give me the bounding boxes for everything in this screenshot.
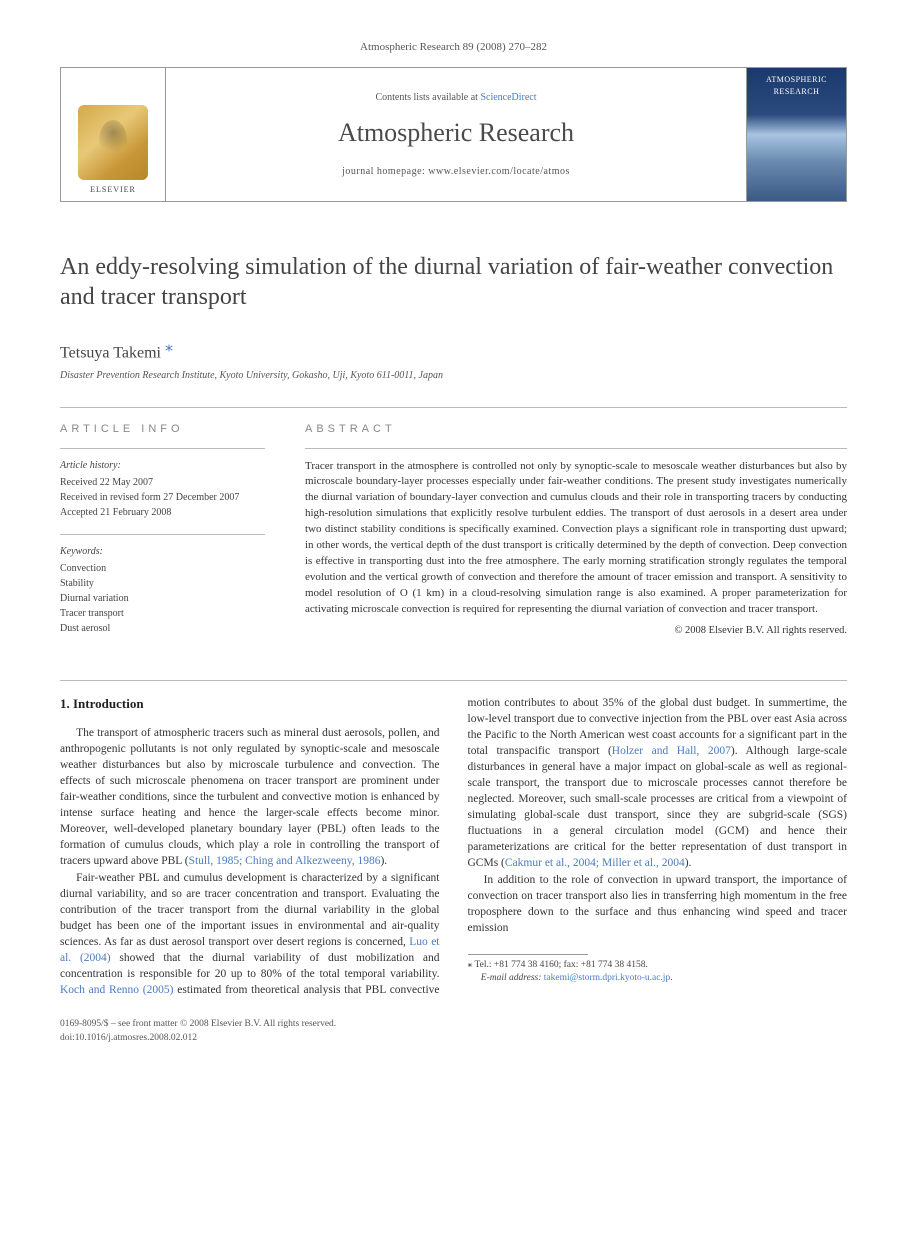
contents-available-line: Contents lists available at ScienceDirec… bbox=[375, 91, 536, 105]
divider bbox=[60, 534, 265, 535]
keywords-label: Keywords: bbox=[60, 545, 265, 559]
footer-doi: doi:10.1016/j.atmosres.2008.02.012 bbox=[60, 1032, 847, 1045]
article-title: An eddy-resolving simulation of the diur… bbox=[60, 252, 847, 312]
corresponding-footnote: ⁎ Tel.: +81 774 38 4160; fax: +81 774 38… bbox=[468, 959, 848, 972]
text-run: ). bbox=[380, 855, 387, 867]
text-run: showed that the diurnal variability of d… bbox=[60, 952, 440, 980]
text-run: ). Although large-scale disturbances in … bbox=[468, 745, 848, 870]
footnote-tel: Tel.: +81 774 38 4160; fax: +81 774 38 4… bbox=[474, 960, 647, 970]
footnote-separator bbox=[468, 954, 588, 955]
abstract-copyright: © 2008 Elsevier B.V. All rights reserved… bbox=[305, 624, 847, 639]
journal-title: Atmospheric Research bbox=[338, 115, 574, 151]
divider bbox=[305, 448, 847, 449]
history-line: Received in revised form 27 December 200… bbox=[60, 490, 265, 505]
citation-link[interactable]: Stull, 1985; Ching and Alkezweeny, 1986 bbox=[189, 855, 381, 867]
cover-title: ATMOSPHERIC RESEARCH bbox=[747, 74, 846, 96]
article-history-block: Article history: Received 22 May 2007 Re… bbox=[60, 459, 265, 520]
keyword: Stability bbox=[60, 576, 265, 591]
article-info-heading: ARTICLE INFO bbox=[60, 422, 265, 437]
author-line: Tetsuya Takemi ⁎ bbox=[60, 336, 847, 365]
publisher-logo-block: ELSEVIER bbox=[61, 68, 166, 201]
keyword: Convection bbox=[60, 561, 265, 576]
keyword: Dust aerosol bbox=[60, 621, 265, 636]
corresponding-author-mark-icon: ⁎ bbox=[165, 338, 173, 355]
info-abstract-row: ARTICLE INFO Article history: Received 2… bbox=[60, 422, 847, 649]
text-run: The transport of atmospheric tracers suc… bbox=[60, 727, 440, 868]
history-line: Accepted 21 February 2008 bbox=[60, 505, 265, 520]
history-line: Received 22 May 2007 bbox=[60, 475, 265, 490]
history-label: Article history: bbox=[60, 459, 265, 473]
abstract-column: ABSTRACT Tracer transport in the atmosph… bbox=[305, 422, 847, 649]
affiliation: Disaster Prevention Research Institute, … bbox=[60, 369, 847, 383]
article-info-column: ARTICLE INFO Article history: Received 2… bbox=[60, 422, 265, 649]
section-heading: 1. Introduction bbox=[60, 695, 440, 713]
journal-homepage-line: journal homepage: www.elsevier.com/locat… bbox=[342, 165, 570, 179]
page-footer: 0169-8095/$ – see front matter © 2008 El… bbox=[60, 1018, 847, 1045]
paragraph: In addition to the role of convection in… bbox=[468, 872, 848, 936]
text-run: . bbox=[670, 973, 672, 983]
sciencedirect-link[interactable]: ScienceDirect bbox=[480, 92, 536, 103]
citation-link[interactable]: Cakmur et al., 2004; Miller et al., 2004 bbox=[505, 857, 685, 869]
elsevier-tree-icon bbox=[78, 105, 148, 180]
journal-reference: Atmospheric Research 89 (2008) 270–282 bbox=[60, 40, 847, 55]
email-link[interactable]: takemi@storm.dpri.kyoto-u.ac.jp bbox=[544, 973, 670, 983]
keyword: Tracer transport bbox=[60, 606, 265, 621]
text-run: ). bbox=[685, 857, 692, 869]
paragraph: The transport of atmospheric tracers suc… bbox=[60, 725, 440, 870]
abstract-text: Tracer transport in the atmosphere is co… bbox=[305, 459, 847, 618]
citation-link[interactable]: Holzer and Hall, 2007 bbox=[612, 745, 731, 757]
publisher-name: ELSEVIER bbox=[90, 184, 136, 195]
text-run: In addition to the role of convection in… bbox=[468, 874, 848, 934]
journal-masthead: ELSEVIER Contents lists available at Sci… bbox=[60, 67, 847, 202]
author-name: Tetsuya Takemi bbox=[60, 345, 161, 362]
footer-front-matter: 0169-8095/$ – see front matter © 2008 El… bbox=[60, 1018, 847, 1031]
footnote-mark-icon: ⁎ bbox=[468, 960, 473, 970]
abstract-heading: ABSTRACT bbox=[305, 422, 847, 437]
contents-prefix: Contents lists available at bbox=[375, 92, 480, 103]
masthead-center: Contents lists available at ScienceDirec… bbox=[166, 68, 746, 201]
text-run: Fair-weather PBL and cumulus development… bbox=[60, 872, 440, 948]
keyword: Diurnal variation bbox=[60, 591, 265, 606]
keywords-block: Keywords: Convection Stability Diurnal v… bbox=[60, 545, 265, 636]
email-label: E-mail address: bbox=[481, 973, 542, 983]
divider bbox=[60, 448, 265, 449]
citation-link[interactable]: Koch and Renno (2005) bbox=[60, 984, 173, 996]
journal-cover-thumb: ATMOSPHERIC RESEARCH bbox=[746, 68, 846, 201]
email-footnote: E-mail address: takemi@storm.dpri.kyoto-… bbox=[468, 972, 848, 985]
divider bbox=[60, 407, 847, 408]
divider bbox=[60, 680, 847, 681]
body-text: 1. Introduction The transport of atmosph… bbox=[60, 695, 847, 999]
